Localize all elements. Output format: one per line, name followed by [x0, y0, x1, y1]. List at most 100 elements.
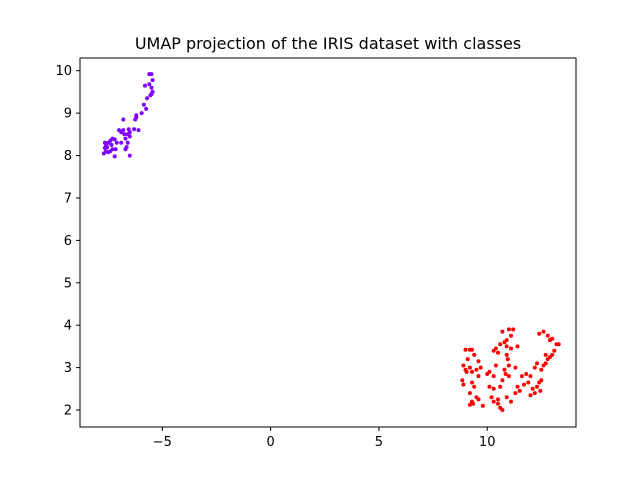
point-s1-27	[498, 342, 503, 347]
point-s1-55	[526, 380, 531, 385]
point-s1-48	[500, 408, 505, 412]
y-tick-label-8: 10	[55, 64, 72, 79]
point-s1-12	[461, 382, 466, 387]
point-s0-48	[149, 92, 154, 97]
point-s1-44	[489, 395, 494, 400]
point-s1-37	[506, 363, 511, 368]
point-s0-46	[126, 127, 131, 132]
point-s0-40	[101, 151, 106, 156]
point-s1-54	[522, 382, 526, 387]
point-s1-39	[503, 372, 508, 376]
point-s1-5	[465, 357, 470, 362]
point-s0-37	[102, 140, 107, 145]
y-tick-label-4: 6	[64, 234, 72, 249]
point-s1-42	[491, 386, 496, 391]
point-s1-89	[496, 350, 500, 355]
point-s0-42	[110, 147, 115, 152]
points-layer	[101, 72, 561, 412]
point-s1-41	[498, 384, 503, 389]
point-s0-45	[122, 132, 127, 137]
point-s0-23	[125, 140, 130, 145]
point-s1-59	[530, 386, 535, 391]
point-s1-81	[513, 391, 518, 396]
x-tick-label-3: 10	[479, 435, 496, 450]
point-s1-14	[472, 384, 477, 389]
point-s1-8	[467, 365, 472, 370]
point-s1-11	[460, 378, 465, 383]
point-s1-74	[545, 333, 550, 338]
x-tick-label-0: −5	[153, 435, 172, 450]
point-s1-65	[539, 367, 544, 372]
point-s0-44	[102, 145, 107, 150]
y-tick-label-7: 9	[64, 107, 72, 122]
point-s0-1	[147, 72, 152, 77]
point-s1-72	[537, 331, 542, 336]
y-tick-label-0: 2	[64, 404, 72, 419]
point-s1-19	[471, 401, 476, 406]
point-s1-90	[515, 344, 520, 349]
point-s0-27	[119, 140, 124, 145]
point-s1-29	[500, 329, 505, 334]
point-s0-47	[139, 111, 144, 116]
point-s0-29	[113, 147, 118, 152]
point-s1-31	[511, 327, 516, 332]
point-s1-53	[517, 388, 522, 393]
point-s0-28	[114, 140, 119, 145]
y-tick-label-3: 5	[64, 276, 72, 291]
point-s1-80	[535, 361, 539, 366]
point-s1-26	[493, 346, 498, 351]
point-s1-18	[467, 402, 472, 407]
point-s1-88	[480, 403, 485, 408]
point-s0-21	[117, 128, 121, 133]
point-s1-45	[491, 399, 496, 404]
x-tick-label-2: 5	[375, 435, 383, 450]
point-s1-70	[550, 352, 555, 357]
point-s1-87	[543, 352, 548, 357]
point-s0-26	[123, 147, 128, 152]
point-s1-56	[519, 374, 524, 379]
y-tick-label-2: 4	[64, 319, 72, 334]
point-s1-24	[493, 363, 498, 368]
point-s0-17	[125, 132, 130, 137]
point-s1-6	[461, 363, 466, 368]
plot-frame	[79, 57, 577, 428]
point-s1-15	[467, 391, 472, 396]
point-s1-67	[543, 361, 548, 366]
point-s1-58	[528, 374, 533, 379]
point-s1-79	[532, 365, 537, 370]
point-s0-3	[147, 82, 152, 87]
point-s1-51	[509, 399, 513, 404]
point-s1-10	[474, 367, 479, 372]
point-s0-9	[141, 102, 146, 107]
y-tick-label-1: 3	[64, 361, 72, 376]
point-s1-50	[504, 395, 509, 400]
point-s1-3	[472, 352, 477, 357]
point-s0-22	[121, 117, 126, 122]
point-s1-9	[470, 369, 474, 374]
point-s1-34	[509, 346, 513, 351]
point-s1-83	[504, 338, 509, 343]
point-s1-63	[539, 378, 544, 383]
point-s1-22	[487, 369, 492, 374]
point-s1-64	[538, 388, 543, 393]
point-s0-43	[112, 154, 117, 159]
point-s1-23	[491, 374, 496, 379]
point-s1-4	[476, 359, 481, 364]
point-s0-18	[123, 136, 128, 141]
point-s1-35	[504, 352, 509, 357]
point-s1-91	[528, 393, 533, 398]
point-s0-8	[143, 83, 147, 88]
point-s1-43	[487, 384, 492, 389]
point-s1-20	[476, 397, 481, 402]
point-s0-10	[144, 106, 149, 111]
point-s0-14	[132, 127, 137, 132]
point-s1-32	[509, 333, 513, 338]
point-s1-30	[506, 327, 511, 332]
point-s1-92	[464, 369, 469, 374]
point-s0-24	[127, 153, 132, 158]
point-s1-46	[496, 401, 500, 406]
chart-title: UMAP projection of the IRIS dataset with…	[135, 34, 521, 53]
y-tick-label-5: 7	[64, 191, 72, 206]
point-s0-49	[134, 115, 139, 120]
